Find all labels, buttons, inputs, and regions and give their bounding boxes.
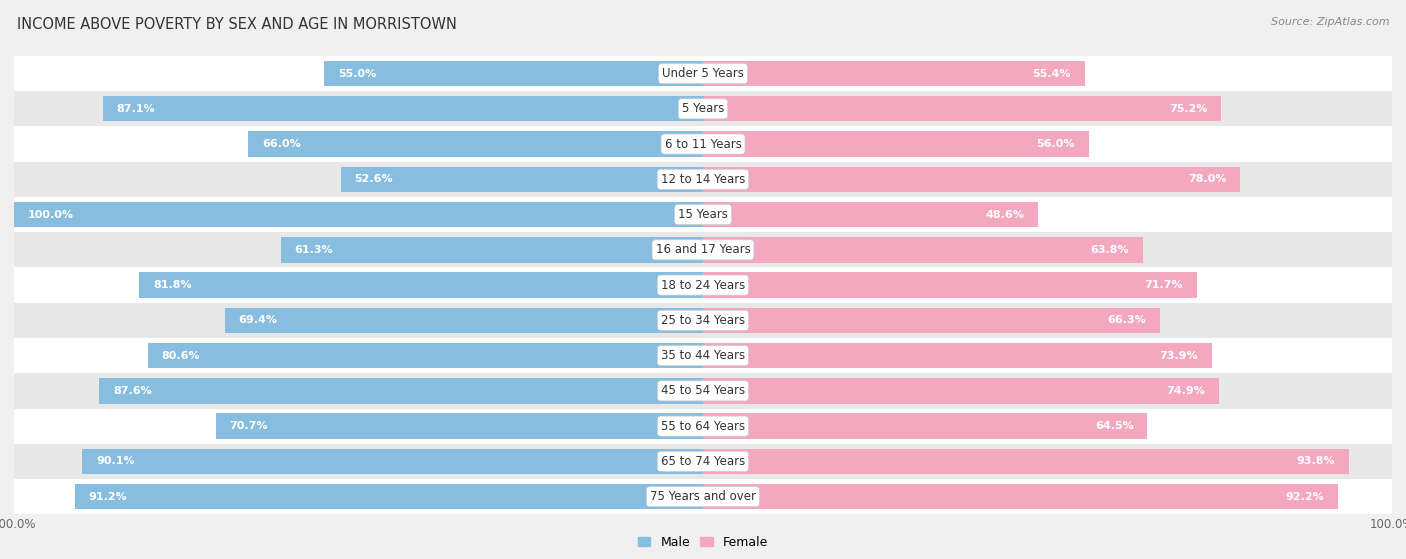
Legend: Male, Female: Male, Female (633, 531, 773, 554)
Bar (0, 303, 1406, 338)
Text: 35 to 44 Years: 35 to 44 Years (661, 349, 745, 362)
Bar (0, 444, 1406, 479)
Bar (0, 479, 1406, 514)
Bar (14, 202, 703, 228)
Text: 56.0%: 56.0% (1036, 139, 1076, 149)
Bar (703, 61, 1084, 86)
Text: 65 to 74 Years: 65 to 74 Years (661, 455, 745, 468)
Bar (703, 378, 1219, 404)
Bar (83, 449, 703, 474)
Text: 92.2%: 92.2% (1285, 492, 1324, 501)
Text: 48.6%: 48.6% (986, 210, 1024, 220)
Text: Under 5 Years: Under 5 Years (662, 67, 744, 80)
Text: 78.0%: 78.0% (1188, 174, 1226, 184)
Bar (703, 237, 1143, 263)
Text: 80.6%: 80.6% (162, 350, 200, 361)
Text: 52.6%: 52.6% (354, 174, 394, 184)
Bar (0, 91, 1406, 126)
Text: 87.1%: 87.1% (117, 104, 155, 114)
Text: 61.3%: 61.3% (294, 245, 333, 255)
Bar (0, 267, 1406, 303)
Text: 16 and 17 Years: 16 and 17 Years (655, 243, 751, 257)
Bar (703, 131, 1088, 157)
Bar (703, 343, 1212, 368)
Text: 45 to 54 Years: 45 to 54 Years (661, 385, 745, 397)
Bar (703, 484, 1339, 509)
Bar (703, 202, 1038, 228)
Bar (703, 414, 1147, 439)
Bar (0, 232, 1406, 267)
Text: 91.2%: 91.2% (89, 492, 127, 501)
Text: 66.0%: 66.0% (262, 139, 301, 149)
Bar (103, 96, 703, 121)
Text: 69.4%: 69.4% (239, 315, 277, 325)
Text: 73.9%: 73.9% (1160, 350, 1198, 361)
Bar (703, 167, 1240, 192)
Bar (703, 272, 1197, 298)
Bar (0, 409, 1406, 444)
Bar (0, 197, 1406, 232)
Text: 75.2%: 75.2% (1168, 104, 1208, 114)
Bar (217, 414, 703, 439)
Text: 5 Years: 5 Years (682, 102, 724, 115)
Text: 64.5%: 64.5% (1095, 421, 1133, 431)
Text: 74.9%: 74.9% (1167, 386, 1205, 396)
Text: 18 to 24 Years: 18 to 24 Years (661, 278, 745, 292)
Bar (225, 307, 703, 333)
Text: 55.0%: 55.0% (337, 69, 377, 78)
Text: 93.8%: 93.8% (1296, 456, 1336, 466)
Bar (100, 378, 703, 404)
Bar (148, 343, 703, 368)
Bar (0, 373, 1406, 409)
Bar (75, 484, 703, 509)
Text: Source: ZipAtlas.com: Source: ZipAtlas.com (1271, 17, 1389, 27)
Text: 55.4%: 55.4% (1032, 69, 1071, 78)
Bar (0, 56, 1406, 91)
Text: 71.7%: 71.7% (1144, 280, 1184, 290)
Text: 87.6%: 87.6% (114, 386, 152, 396)
Text: 12 to 14 Years: 12 to 14 Years (661, 173, 745, 186)
Bar (249, 131, 703, 157)
Text: 63.8%: 63.8% (1090, 245, 1129, 255)
Text: 81.8%: 81.8% (153, 280, 191, 290)
Text: 25 to 34 Years: 25 to 34 Years (661, 314, 745, 327)
Bar (323, 61, 703, 86)
Text: 15 Years: 15 Years (678, 208, 728, 221)
Bar (281, 237, 703, 263)
Bar (340, 167, 703, 192)
Bar (139, 272, 703, 298)
Bar (703, 96, 1220, 121)
Bar (0, 338, 1406, 373)
Bar (0, 126, 1406, 162)
Text: 75 Years and over: 75 Years and over (650, 490, 756, 503)
Bar (0, 162, 1406, 197)
Text: 70.7%: 70.7% (229, 421, 269, 431)
Text: 6 to 11 Years: 6 to 11 Years (665, 138, 741, 150)
Bar (703, 307, 1160, 333)
Text: 55 to 64 Years: 55 to 64 Years (661, 420, 745, 433)
Bar (703, 449, 1350, 474)
Text: INCOME ABOVE POVERTY BY SEX AND AGE IN MORRISTOWN: INCOME ABOVE POVERTY BY SEX AND AGE IN M… (17, 17, 457, 32)
Text: 66.3%: 66.3% (1108, 315, 1146, 325)
Text: 90.1%: 90.1% (96, 456, 135, 466)
Text: 100.0%: 100.0% (28, 210, 75, 220)
